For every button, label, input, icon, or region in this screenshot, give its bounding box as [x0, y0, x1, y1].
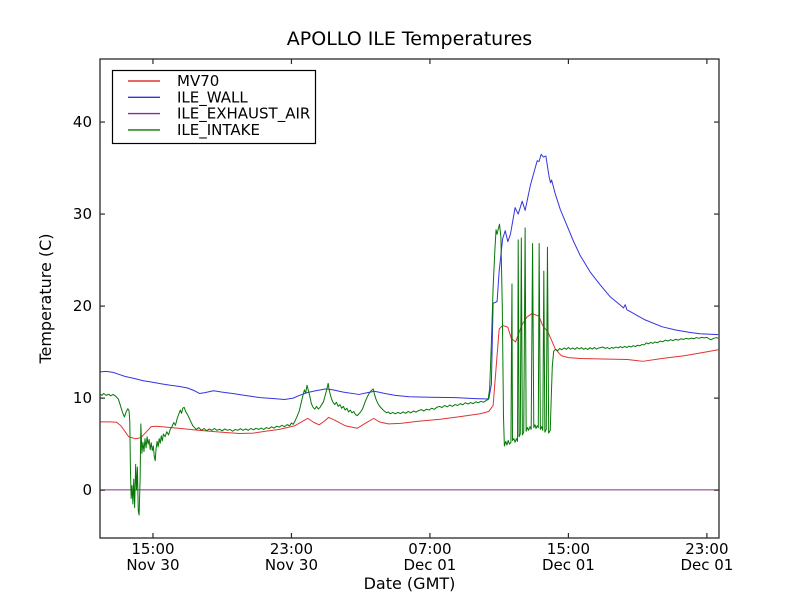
y-tick-label: 10	[73, 389, 92, 407]
y-axis-label: Temperature (C)	[36, 233, 55, 364]
plot-frame	[99, 58, 720, 539]
y-tick-label: 40	[73, 113, 92, 131]
x-tick-label-date: Dec 01	[542, 556, 595, 574]
x-tick-label-date: Nov 30	[265, 556, 318, 574]
legend-label-ile_exhaust_air: ILE_EXHAUST_AIR	[177, 105, 310, 124]
series-group	[100, 153, 719, 516]
series-line-ile_intake	[100, 223, 719, 516]
x-tick-label-date: Dec 01	[680, 556, 733, 574]
legend-label-ile_wall: ILE_WALL	[177, 88, 248, 107]
x-tick-label-time: 23:00	[685, 540, 728, 558]
x-tick-label-time: 15:00	[131, 540, 174, 558]
y-tick-label: 30	[73, 205, 92, 223]
x-axis-label: Date (GMT)	[364, 574, 456, 593]
legend-box	[111, 69, 317, 145]
legend-label-ile_intake: ILE_INTAKE	[177, 121, 260, 140]
x-tick-label-date: Nov 30	[126, 556, 179, 574]
x-tick-label-date: Dec 01	[403, 556, 456, 574]
legend-label-mv70: MV70	[177, 72, 219, 90]
series-line-ile_wall	[100, 153, 719, 400]
y-tick-label: 20	[73, 297, 92, 315]
series-line-mv70	[100, 312, 719, 440]
x-tick-label-time: 15:00	[547, 540, 590, 558]
chart-title: APOLLO ILE Temperatures	[287, 28, 532, 50]
y-tick-label: 0	[82, 481, 92, 499]
x-tick-label-time: 23:00	[270, 540, 313, 558]
x-tick-label-time: 07:00	[408, 540, 451, 558]
